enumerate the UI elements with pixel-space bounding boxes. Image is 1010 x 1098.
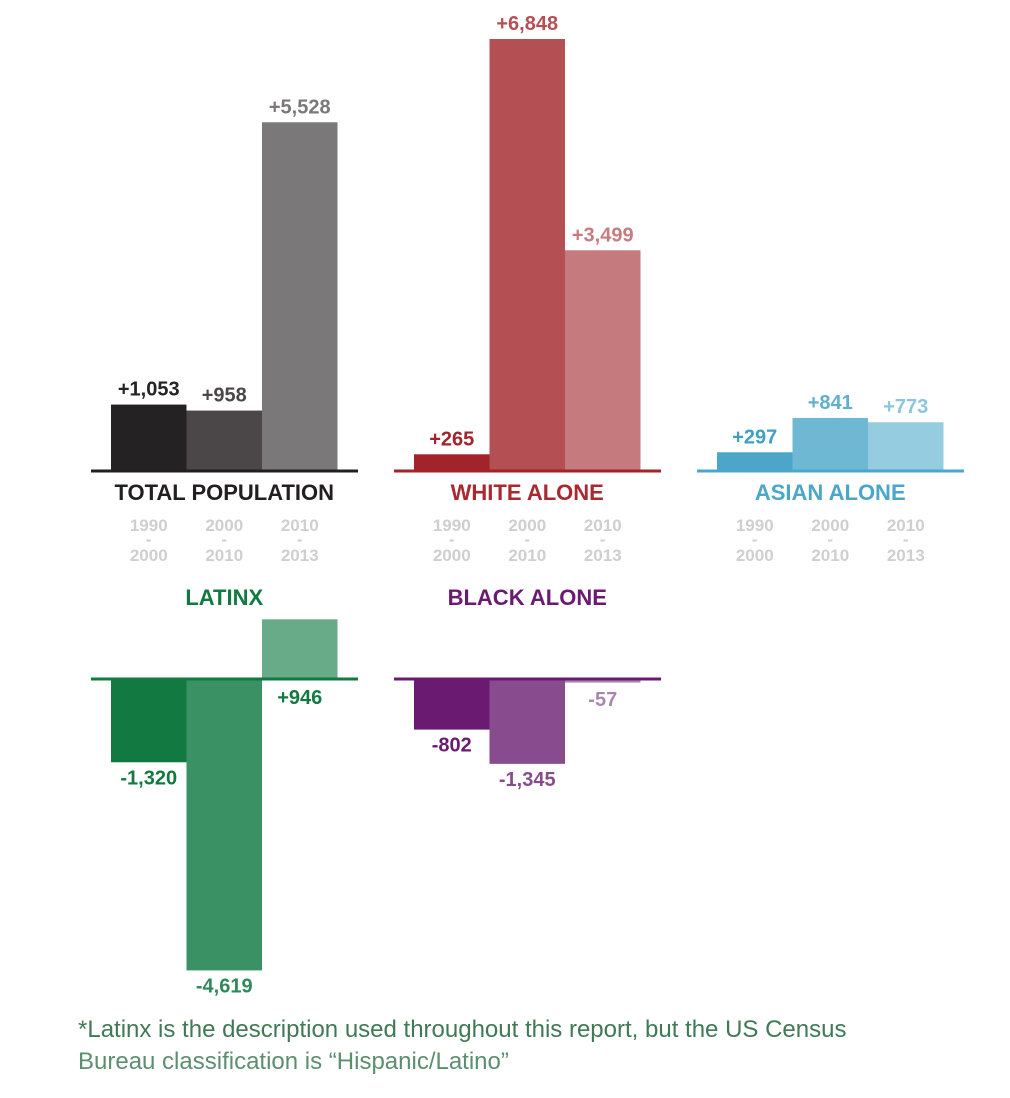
tick-label-white-alone-1: 1990 -2000 bbox=[433, 516, 471, 565]
axis-black-alone bbox=[394, 677, 661, 681]
tick-start-year: 2000 bbox=[508, 516, 546, 535]
tick-label-total-population-3: 2010 -2013 bbox=[281, 516, 319, 565]
footnote-line-2: Bureau classification is “Hispanic/Latin… bbox=[78, 1048, 509, 1075]
footnote-line-1: *Latinx is the description used througho… bbox=[78, 1016, 847, 1043]
tick-dash: - bbox=[827, 530, 833, 549]
axis-asian-alone bbox=[697, 469, 964, 473]
tick-dash: - bbox=[221, 530, 227, 549]
tick-end-year: 2000 bbox=[433, 546, 471, 565]
bar-asian-alone-3 bbox=[868, 422, 944, 471]
tick-end-year: 2013 bbox=[887, 546, 925, 565]
bar-total-population-3 bbox=[262, 122, 338, 471]
bar-white-alone-2 bbox=[489, 39, 565, 471]
tick-label-asian-alone-1: 1990 -2000 bbox=[736, 516, 774, 565]
tick-dash: - bbox=[297, 530, 303, 549]
axis-white-alone bbox=[394, 469, 661, 473]
tick-label-total-population-1: 1990 -2000 bbox=[130, 516, 168, 565]
bar-white-alone-1 bbox=[414, 454, 490, 471]
title-black-alone: BLACK ALONE bbox=[448, 585, 607, 610]
tick-end-year: 2013 bbox=[281, 546, 319, 565]
value-label-asian-alone-3: +773 bbox=[883, 396, 928, 418]
tick-dash: - bbox=[903, 530, 909, 549]
title-latinx: LATINX bbox=[185, 585, 263, 610]
value-label-latinx-1: -1,320 bbox=[120, 767, 177, 789]
tick-label-total-population-2: 2000 -2010 bbox=[205, 516, 243, 565]
bar-total-population-1 bbox=[111, 404, 187, 471]
value-label-total-population-3: +5,528 bbox=[269, 96, 331, 118]
tick-end-year: 2010 bbox=[508, 546, 546, 565]
tick-dash: - bbox=[752, 530, 758, 549]
bar-black-alone-2 bbox=[489, 679, 565, 764]
tick-end-year: 2010 bbox=[205, 546, 243, 565]
value-label-black-alone-2: -1,345 bbox=[499, 769, 556, 791]
bar-total-population-2 bbox=[186, 410, 262, 471]
tick-end-year: 2000 bbox=[130, 546, 168, 565]
tick-label-white-alone-2: 2000 -2010 bbox=[508, 516, 546, 565]
value-label-latinx-3: +946 bbox=[277, 687, 322, 709]
value-label-white-alone-2: +6,848 bbox=[496, 13, 558, 35]
tick-start-year: 1990 bbox=[130, 516, 168, 535]
tick-dash: - bbox=[524, 530, 530, 549]
bar-asian-alone-2 bbox=[792, 417, 868, 471]
bar-black-alone-3 bbox=[565, 679, 641, 683]
title-white-alone: WHITE ALONE bbox=[451, 480, 604, 505]
tick-start-year: 2010 bbox=[584, 516, 622, 535]
value-label-black-alone-3: -57 bbox=[588, 689, 617, 711]
title-asian-alone: ASIAN ALONE bbox=[755, 480, 906, 505]
bar-asian-alone-1 bbox=[717, 452, 793, 471]
tick-label-asian-alone-2: 2000 -2010 bbox=[811, 516, 849, 565]
footnote: *Latinx is the description used througho… bbox=[78, 1014, 978, 1078]
bar-latinx-1 bbox=[111, 679, 187, 763]
value-label-white-alone-3: +3,499 bbox=[572, 224, 634, 246]
value-label-total-population-1: +1,053 bbox=[118, 379, 180, 401]
bar-black-alone-1 bbox=[414, 679, 490, 730]
tick-label-asian-alone-3: 2010 -2013 bbox=[887, 516, 925, 565]
tick-start-year: 2000 bbox=[205, 516, 243, 535]
tick-label-white-alone-3: 2010 -2013 bbox=[584, 516, 622, 565]
value-label-asian-alone-1: +297 bbox=[732, 426, 777, 448]
bar-latinx-3 bbox=[262, 619, 338, 679]
value-label-white-alone-1: +265 bbox=[429, 428, 474, 450]
axis-total-population bbox=[91, 469, 358, 473]
axis-latinx bbox=[91, 677, 358, 681]
panel-latinx: -1,320 -4,619 +946 LATINX bbox=[91, 585, 358, 997]
value-label-total-population-2: +958 bbox=[202, 385, 247, 407]
value-label-asian-alone-2: +841 bbox=[808, 392, 853, 414]
tick-start-year: 2010 bbox=[281, 516, 319, 535]
tick-end-year: 2010 bbox=[811, 546, 849, 565]
tick-start-year: 1990 bbox=[736, 516, 774, 535]
value-label-latinx-2: -4,619 bbox=[196, 975, 253, 997]
tick-dash: - bbox=[146, 530, 152, 549]
tick-dash: - bbox=[449, 530, 455, 549]
bar-latinx-2 bbox=[186, 679, 262, 971]
tick-start-year: 1990 bbox=[433, 516, 471, 535]
tick-dash: - bbox=[600, 530, 606, 549]
panel-black-alone: -802 -1,345 -57 BLACK ALONE bbox=[394, 585, 661, 791]
tick-start-year: 2000 bbox=[811, 516, 849, 535]
tick-start-year: 2010 bbox=[887, 516, 925, 535]
title-total-population: TOTAL POPULATION bbox=[114, 480, 334, 505]
tick-end-year: 2013 bbox=[584, 546, 622, 565]
bar-white-alone-3 bbox=[565, 250, 641, 471]
value-label-black-alone-1: -802 bbox=[432, 735, 472, 757]
tick-end-year: 2000 bbox=[736, 546, 774, 565]
